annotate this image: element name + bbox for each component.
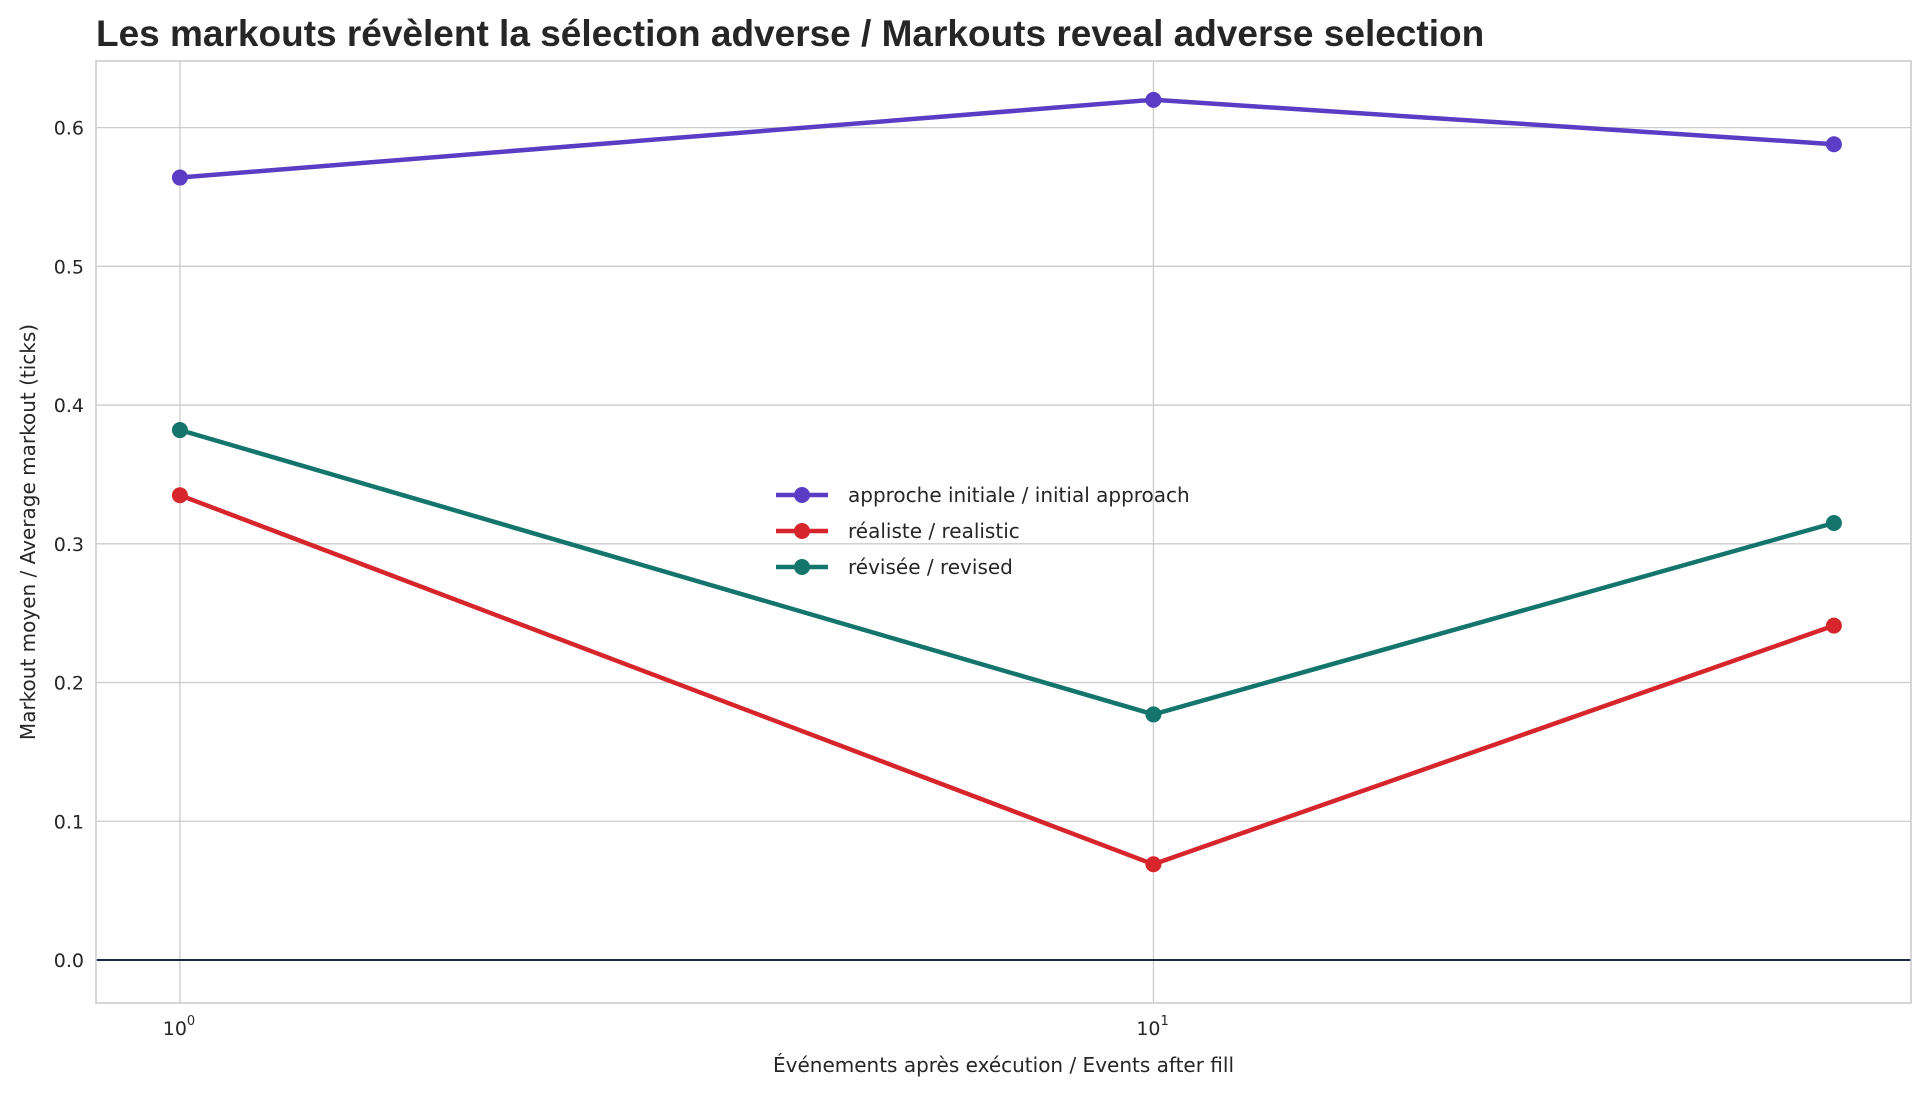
data-point	[171, 422, 188, 439]
y-axis-label: Markout moyen / Average markout (ticks)	[16, 324, 40, 740]
x-axis-ticks: 10 0 10 1	[163, 1014, 1169, 1040]
data-point	[1145, 706, 1162, 723]
legend-swatch-marker	[794, 487, 810, 503]
plot-frame	[95, 60, 1912, 1004]
legend-label: réaliste / realistic	[848, 519, 1020, 543]
data-point	[1145, 856, 1162, 873]
x-tick-label: 10	[1136, 1018, 1160, 1040]
series-lines	[171, 91, 1842, 873]
legend-swatch-marker	[794, 559, 810, 575]
x-axis-label: Événements après exécution / Events afte…	[773, 1053, 1234, 1077]
series-line	[177, 97, 1837, 180]
y-tick-label: 0.1	[54, 811, 84, 833]
series-line	[177, 492, 1837, 867]
chart-title: Les markouts révèlent la sélection adver…	[96, 13, 1484, 54]
legend-swatch-marker	[794, 523, 810, 539]
x-tick-exponent: 0	[187, 1014, 195, 1029]
data-point	[1825, 136, 1842, 153]
data-point	[1145, 91, 1162, 108]
x-tick-exponent: 1	[1160, 1014, 1168, 1029]
legend-label: révisée / revised	[848, 555, 1013, 579]
legend: approche initiale / initial approach réal…	[776, 483, 1190, 579]
y-tick-label: 0.5	[54, 256, 84, 278]
x-tick-label: 10	[163, 1018, 187, 1040]
data-point	[171, 487, 188, 504]
y-axis-ticks: 0.0 0.1 0.2 0.3 0.4 0.5 0.6	[54, 118, 84, 972]
legend-label: approche initiale / initial approach	[848, 483, 1190, 507]
data-point	[1825, 617, 1842, 634]
data-point	[1825, 514, 1842, 531]
y-tick-label: 0.2	[54, 673, 84, 695]
y-tick-label: 0.4	[54, 395, 84, 417]
y-tick-label: 0.0	[54, 950, 84, 972]
grid	[96, 61, 1911, 1003]
y-tick-label: 0.3	[54, 534, 84, 556]
data-point	[171, 169, 188, 186]
y-tick-label: 0.6	[54, 118, 84, 140]
